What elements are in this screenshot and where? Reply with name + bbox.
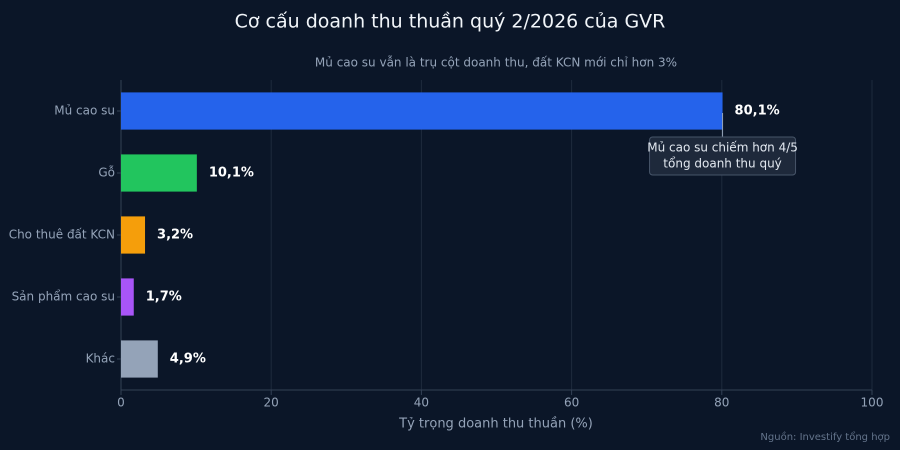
source-note: Nguồn: Investify tổng hợp (760, 430, 890, 443)
bar (121, 216, 146, 254)
annotation-text: Mủ cao su chiếm hơn 4/5 (647, 141, 798, 155)
x-tick-label: 20 (264, 396, 279, 410)
y-tick-label: Cho thuê đất KCN (9, 228, 115, 242)
annotation-box (649, 136, 797, 176)
y-tick-label: Khác (86, 352, 115, 366)
bar (121, 92, 723, 130)
bar (121, 278, 134, 316)
x-tick-label: 100 (861, 396, 884, 410)
x-tick-label: 40 (414, 396, 429, 410)
value-label: 3,2% (157, 228, 193, 243)
bar (121, 154, 197, 192)
y-tick-label: Gỗ (98, 166, 115, 180)
chart-title: Cơ cấu doanh thu thuần quý 2/2026 của GV… (235, 11, 666, 33)
y-tick-label: Sản phẩm cao su (12, 290, 115, 304)
x-axis-label: Tỷ trọng doanh thu thuần (%) (398, 417, 593, 432)
value-label: 1,7% (146, 290, 182, 305)
value-label: 10,1% (209, 166, 254, 181)
chart-subtitle: Mủ cao su vẫn là trụ cột doanh thu, đất … (315, 56, 677, 70)
annotation-text: tổng doanh thu quý (663, 157, 781, 171)
bar (121, 340, 158, 378)
value-label: 80,1% (735, 104, 780, 119)
value-label: 4,9% (170, 352, 206, 367)
x-tick-label: 60 (564, 396, 579, 410)
x-tick-label: 80 (714, 396, 729, 410)
y-tick-label: Mủ cao su (54, 104, 115, 118)
x-tick-label: 0 (117, 396, 125, 410)
